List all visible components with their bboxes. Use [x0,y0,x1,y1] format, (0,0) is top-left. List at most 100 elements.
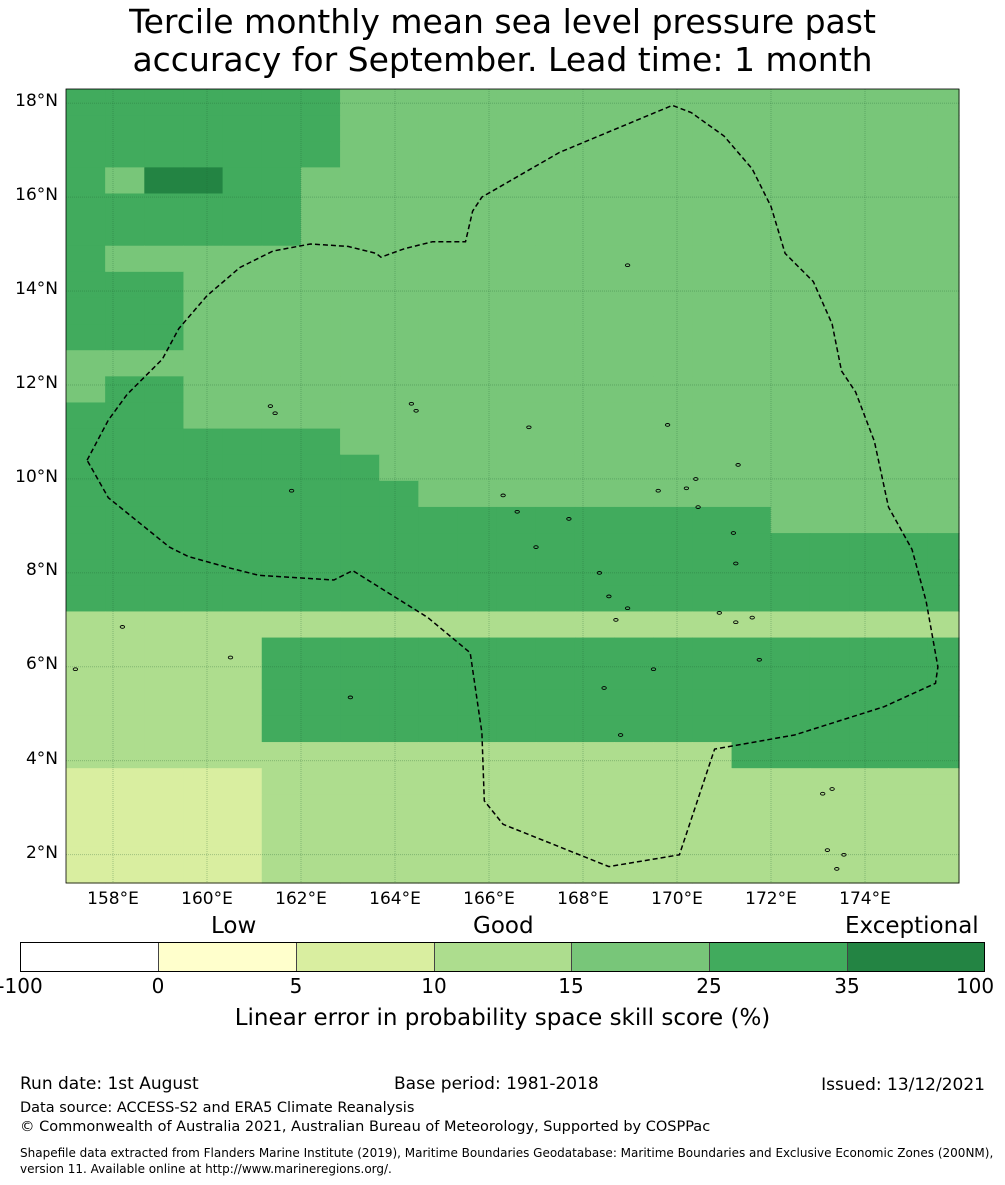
grid-cell [614,742,654,769]
grid-cell [222,454,263,482]
grid-cell [496,663,537,691]
grid-cell [849,794,889,822]
grid-cell [222,715,263,743]
grid-cell [418,324,459,351]
grid-cell [261,794,302,822]
grid-cell [261,115,302,142]
run-date: Run date: 1st August [20,1074,199,1094]
grid-cell [300,115,341,142]
grid-cell [300,193,341,221]
grid-cell [418,350,459,377]
grid-cell [770,219,811,247]
grid-cell [66,742,106,769]
grid-cell [692,167,733,195]
grid-cell [770,637,811,665]
grid-cell [692,611,733,639]
grid-cell [457,637,498,665]
grid-cell [418,846,459,874]
grid-cell [340,559,380,586]
grid-cell [535,533,576,560]
grid-cell [849,115,889,142]
colorbar-tick-35: 35 [834,974,860,998]
grid-cell [340,663,380,691]
grid-cell [261,350,302,377]
grid-cell [379,585,419,613]
grid-cell [105,271,145,299]
grid-cell [574,533,615,560]
grid-cell [888,350,928,377]
grid-cell [731,219,772,247]
grid-cell [261,454,302,482]
islands-outlines [72,263,847,871]
grid-cell [261,715,302,743]
grid-cell [809,689,850,717]
grid-cell [222,585,263,613]
grid-cell [340,872,380,884]
grid-cell [379,559,419,586]
grid-cell [105,376,145,404]
grid-cell [614,193,654,221]
grid-cell [340,245,380,273]
grid-cell [770,89,811,116]
grid-cell [574,872,615,884]
grid-cell [340,480,380,508]
grid-cell [457,794,498,822]
grid-cell [66,271,106,299]
grid-cell [692,820,733,848]
grid-cell [653,611,694,639]
grid-cell [418,585,459,613]
grid-cell [535,89,576,116]
grid-cell [692,297,733,325]
island-outline [733,561,739,566]
grid-cell [379,376,419,404]
grid-cell [692,89,733,116]
grid-cell [418,115,459,142]
grid-cell [496,794,537,822]
grid-cell [574,245,615,273]
grid-cell [849,715,889,743]
grid-cell [379,689,419,717]
grid-cell [535,402,576,430]
grid-cell [222,271,263,299]
grid-cell [535,480,576,508]
island-outline [408,401,415,406]
grid-cell [849,637,889,665]
grid-cell [418,141,459,168]
grid-cell [770,480,811,508]
island-outline [347,695,354,700]
grid-cell [927,846,960,874]
grid-cell [927,480,960,508]
grid-cell [457,297,498,325]
grid-cell [574,454,615,482]
grid-cell [418,167,459,195]
grid-cell [379,506,419,534]
grid-cell [379,89,419,116]
grid-cell [731,768,772,795]
grid-cell [66,611,106,639]
grid-cell [144,219,185,247]
island-outline [601,686,607,690]
grid-cell [731,454,772,482]
lat-label-18n: 18°N [15,91,58,111]
grid-cell [809,271,850,299]
grid-cell [574,715,615,743]
grid-cell [66,689,106,717]
grid-cell [66,141,106,168]
island-outline [824,848,831,852]
grid-cell [574,506,615,534]
grid-cell [496,768,537,795]
grid-cell [535,454,576,482]
grid-cell [457,141,498,168]
grid-cell [222,533,263,560]
grid-cell [849,271,889,299]
grid-cell [105,637,145,665]
grid-cell [692,454,733,482]
lon-label-160e: 160°E [181,889,233,909]
grid-cell [457,533,498,560]
grid-cell [888,167,928,195]
grid-cell [653,742,694,769]
eez-dashed-boundary [86,104,939,868]
grid-cell [849,89,889,116]
grid-cell [535,768,576,795]
grid-cell [66,115,106,142]
